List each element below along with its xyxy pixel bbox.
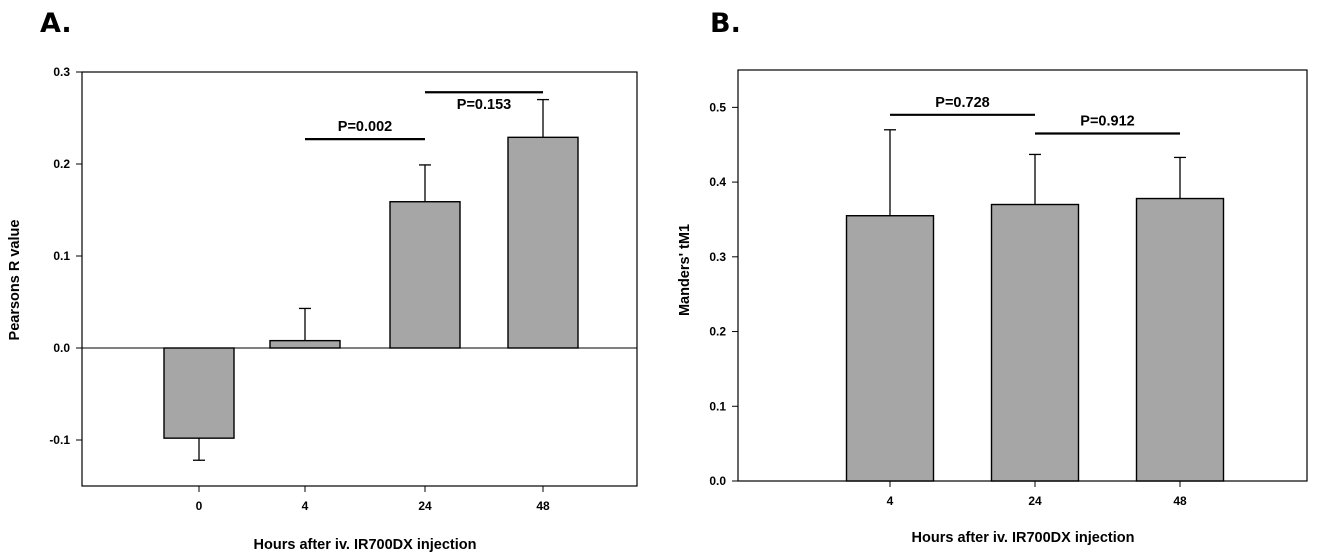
bar — [163, 347, 235, 439]
x-axis-title: Hours after iv. IR700DX injection — [254, 537, 477, 553]
bar — [389, 201, 461, 349]
x-tick-label: 24 — [1028, 494, 1042, 508]
x-tick-label: 4 — [887, 494, 894, 508]
p-value-label: P=0.153 — [457, 97, 511, 113]
x-tick-label: 4 — [302, 499, 309, 513]
panel-b-label: B. — [710, 8, 741, 39]
p-value-label: P=0.002 — [338, 119, 392, 135]
x-tick-label: 48 — [536, 499, 550, 513]
y-tick-label: 0.1 — [709, 399, 726, 413]
y-axis-title: Manders' tM1 — [677, 224, 693, 316]
y-tick-label: 0.2 — [53, 157, 70, 171]
y-tick-label: 0.3 — [709, 250, 726, 264]
y-tick-label: 0.0 — [53, 341, 70, 355]
x-tick-label: 0 — [196, 499, 203, 513]
x-tick-label: 48 — [1173, 494, 1187, 508]
x-axis-title: Hours after iv. IR700DX injection — [912, 530, 1135, 546]
y-tick-label: -0.1 — [49, 433, 70, 447]
p-value-label: P=0.728 — [935, 95, 989, 111]
chart-b: 0.0 0.1 0.2 0.3 0.4 0.5 4 24 48 P=0.728 P=0.912 Hou… — [677, 69, 1308, 546]
x-tick-label: 24 — [418, 499, 432, 513]
bar — [845, 215, 935, 482]
plot-frame — [81, 71, 638, 487]
y-tick-label: 0.2 — [709, 325, 726, 339]
y-tick-label: 0.4 — [709, 175, 726, 189]
y-tick-label: 0.5 — [709, 100, 726, 114]
chart-a: -0.1 0.0 0.1 0.2 0.3 0 4 24 48 P=0.002 P=0.153 Hour… — [7, 65, 638, 553]
p-value-label: P=0.912 — [1080, 114, 1134, 130]
bar — [507, 136, 579, 349]
y-tick-label: 0.3 — [53, 65, 70, 79]
y-tick-label: 0.0 — [709, 474, 726, 488]
bar — [269, 339, 341, 349]
bar — [1135, 197, 1225, 482]
y-axis-title: Pearsons R value — [7, 220, 23, 341]
bar — [990, 203, 1080, 482]
panel-a-label: A. — [40, 8, 72, 39]
y-tick-label: 0.1 — [53, 249, 70, 263]
